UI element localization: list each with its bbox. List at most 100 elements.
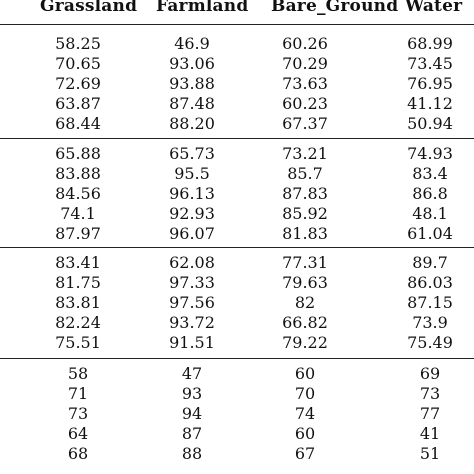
table-header: Grassland Farmland Bare_Ground Water: [0, 0, 474, 26]
cell-farmland: 93.06: [169, 54, 215, 73]
cell-water: 69: [419, 364, 441, 383]
table-row: 65.88 65.73 73.21 74.93: [0, 144, 474, 164]
group-separator-rule: [0, 247, 474, 248]
cell-bare-ground: 66.82: [282, 313, 328, 332]
cell-bare-ground: 85.92: [282, 204, 328, 223]
cell-grassland: 68: [67, 444, 89, 463]
cell-grassland: 65.88: [55, 144, 101, 163]
cell-grassland: 83.41: [55, 253, 101, 272]
cell-bare-ground: 82: [294, 293, 316, 312]
column-header-grassland: Grassland: [40, 0, 138, 16]
table-row: 75.51 91.51 79.22 75.49: [0, 333, 474, 353]
cell-bare-ground: 60.23: [282, 94, 328, 113]
cell-grassland: 70.65: [55, 54, 101, 73]
cell-grassland: 58: [67, 364, 89, 383]
cell-bare-ground: 87.83: [282, 184, 328, 203]
cell-farmland: 47: [181, 364, 203, 383]
table-row: 82.24 93.72 66.82 73.9: [0, 313, 474, 333]
cell-farmland: 96.07: [169, 224, 215, 243]
table-row: 70.65 93.06 70.29 73.45: [0, 54, 474, 74]
cell-water: 61.04: [407, 224, 453, 243]
table-row: 72.69 93.88 73.63 76.95: [0, 74, 474, 94]
cell-water: 51: [419, 444, 441, 463]
cell-water: 73: [419, 384, 441, 403]
cell-bare-ground: 60: [294, 364, 316, 383]
cell-water: 73.9: [412, 313, 448, 332]
cell-farmland: 96.13: [169, 184, 215, 203]
row-group-1: 58.25 46.9 60.26 68.99 70.65 93.06 70.29 73.45 7…: [0, 34, 474, 134]
cell-bare-ground: 74: [294, 404, 316, 423]
cell-farmland: 88.20: [169, 114, 215, 133]
table-row: 73 94 74 77: [0, 404, 474, 424]
cell-farmland: 94: [181, 404, 203, 423]
table-row: 83.88 95.5 85.7 83.4: [0, 164, 474, 184]
cell-water: 50.94: [407, 114, 453, 133]
cell-water: 68.99: [407, 34, 453, 53]
cell-water: 41.12: [407, 94, 453, 113]
cell-grassland: 82.24: [55, 313, 101, 332]
cell-farmland: 95.5: [174, 164, 210, 183]
cell-water: 86.03: [407, 273, 453, 292]
table-row: 64 87 60 41: [0, 424, 474, 444]
cell-water: 76.95: [407, 74, 453, 93]
cell-water: 89.7: [412, 253, 448, 272]
cell-farmland: 92.93: [169, 204, 215, 223]
cell-farmland: 93: [181, 384, 203, 403]
cell-farmland: 91.51: [169, 333, 215, 352]
cell-bare-ground: 73.21: [282, 144, 328, 163]
cell-water: 48.1: [412, 204, 448, 223]
table-row: 58.25 46.9 60.26 68.99: [0, 34, 474, 54]
cell-grassland: 73: [67, 404, 89, 423]
column-header-bare-ground: Bare_Ground: [271, 0, 399, 16]
table-row: 83.41 62.08 77.31 89.7: [0, 253, 474, 273]
cell-grassland: 68.44: [55, 114, 101, 133]
cell-water: 73.45: [407, 54, 453, 73]
cell-bare-ground: 60.26: [282, 34, 328, 53]
table-row: 83.81 97.56 82 87.15: [0, 293, 474, 313]
cell-water: 74.93: [407, 144, 453, 163]
cell-water: 87.15: [407, 293, 453, 312]
cell-farmland: 65.73: [169, 144, 215, 163]
cell-farmland: 87: [181, 424, 203, 443]
cell-grassland: 84.56: [55, 184, 101, 203]
cell-water: 86.8: [412, 184, 448, 203]
cell-water: 83.4: [412, 164, 448, 183]
row-group-3: 83.41 62.08 77.31 89.7 81.75 97.33 79.63 86.03 8…: [0, 253, 474, 353]
cell-farmland: 88: [181, 444, 203, 463]
cell-water: 41: [419, 424, 441, 443]
table-row: 68.44 88.20 67.37 50.94: [0, 114, 474, 134]
table-row: 71 93 70 73: [0, 384, 474, 404]
cell-farmland: 62.08: [169, 253, 215, 272]
cell-bare-ground: 79.63: [282, 273, 328, 292]
cell-bare-ground: 70: [294, 384, 316, 403]
cell-grassland: 83.88: [55, 164, 101, 183]
column-header-farmland: Farmland: [156, 0, 249, 16]
cell-grassland: 64: [67, 424, 89, 443]
table-row: 81.75 97.33 79.63 86.03: [0, 273, 474, 293]
cell-grassland: 58.25: [55, 34, 101, 53]
group-separator-rule: [0, 358, 474, 359]
cell-bare-ground: 73.63: [282, 74, 328, 93]
cell-grassland: 83.81: [55, 293, 101, 312]
row-group-4: 58 47 60 69 71 93 70 73 73 94 74 77 64 87 60 41 68 88 67 51: [0, 364, 474, 464]
cell-grassland: 72.69: [55, 74, 101, 93]
cell-grassland: 87.97: [55, 224, 101, 243]
cell-farmland: 93.88: [169, 74, 215, 93]
cell-farmland: 46.9: [174, 34, 210, 53]
column-header-water: Water: [405, 0, 463, 16]
cell-grassland: 81.75: [55, 273, 101, 292]
cell-bare-ground: 60: [294, 424, 316, 443]
cell-bare-ground: 67.37: [282, 114, 328, 133]
table-row: 58 47 60 69: [0, 364, 474, 384]
cell-farmland: 93.72: [169, 313, 215, 332]
cell-bare-ground: 77.31: [282, 253, 328, 272]
group-separator-rule: [0, 138, 474, 139]
cell-grassland: 63.87: [55, 94, 101, 113]
table-row: 63.87 87.48 60.23 41.12: [0, 94, 474, 114]
cell-farmland: 97.33: [169, 273, 215, 292]
table-row: 74.1 92.93 85.92 48.1: [0, 204, 474, 224]
table-row: 68 88 67 51: [0, 444, 474, 464]
cell-water: 77: [419, 404, 441, 423]
cell-grassland: 74.1: [60, 204, 96, 223]
